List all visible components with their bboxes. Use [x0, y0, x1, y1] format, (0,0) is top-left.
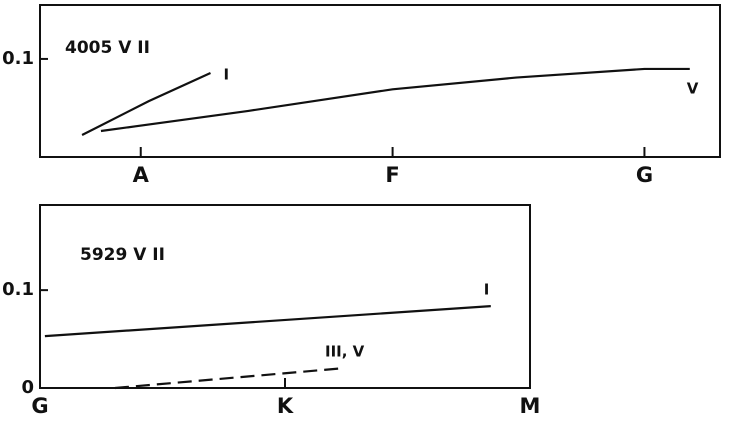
y-tick-label: 0	[21, 377, 34, 398]
x-tick-label: G	[636, 163, 653, 187]
annotation: 4005 V II	[65, 38, 150, 58]
x-tick-label: G	[31, 394, 48, 418]
series-line	[100, 67, 690, 133]
series-line	[114, 366, 346, 390]
plot-frame	[39, 4, 721, 158]
x-tick-label: M	[520, 394, 541, 418]
series-line	[44, 304, 491, 338]
series-label: I	[224, 65, 230, 83]
x-tick-label: F	[385, 163, 399, 187]
plot-frame	[39, 204, 531, 389]
series-label: V	[687, 79, 699, 97]
series-line	[81, 71, 211, 137]
x-tick-label: K	[277, 394, 294, 418]
annotation: 5929 V II	[80, 245, 165, 265]
x-tick-label: A	[133, 163, 150, 187]
series-label: I	[484, 281, 490, 299]
series-label: III, V	[325, 343, 365, 361]
y-tick-label: 0.1	[2, 279, 34, 300]
y-tick-label: 0.1	[2, 48, 34, 69]
